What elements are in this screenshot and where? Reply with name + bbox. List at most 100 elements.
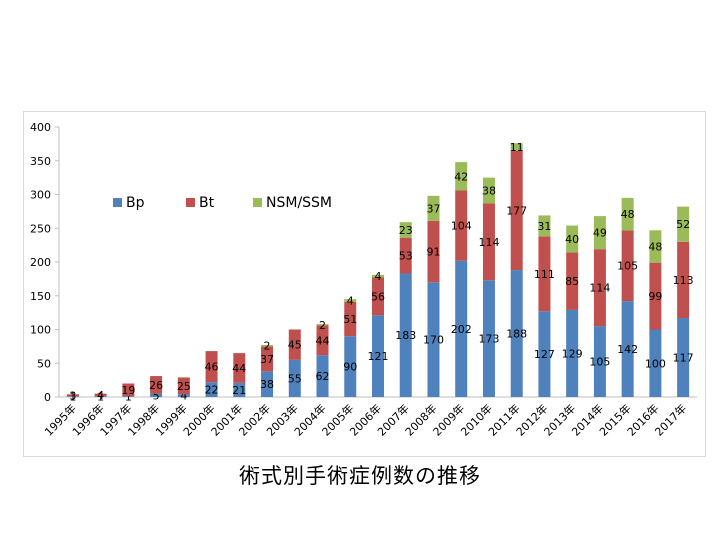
- data-label: 129: [562, 347, 583, 360]
- bar-segment-bp: [538, 311, 551, 397]
- bar-segment-bt: [177, 377, 190, 395]
- data-label: 202: [451, 323, 472, 336]
- bar-segment-bp: [593, 326, 606, 397]
- data-label: 113: [673, 274, 694, 287]
- bar-segment-bt: [66, 394, 79, 397]
- bar-segment-bp: [233, 382, 246, 397]
- data-label: 4: [347, 294, 354, 307]
- bar-segment-nsmssm: [677, 206, 690, 242]
- data-label: 4: [375, 270, 382, 283]
- data-label: 38: [482, 184, 496, 197]
- bar-segment-bp: [566, 309, 579, 397]
- bar-segment-bt: [621, 230, 634, 302]
- bar-segment-bp: [510, 270, 523, 397]
- bar-segment-nsmssm: [261, 345, 274, 347]
- data-label: 105: [589, 356, 610, 369]
- bar-segment-bp: [316, 355, 329, 397]
- data-label: 52: [676, 218, 690, 231]
- chart-frame: 0 50 100 150 200 250 300 350 400 1 3 1995年 1 4 1996年 1 1…: [23, 111, 706, 457]
- data-label: 4: [97, 389, 104, 402]
- data-label: 4: [180, 390, 187, 403]
- bar-segment-bt: [455, 190, 468, 261]
- bar-segment-bt: [649, 262, 662, 330]
- data-label: 2: [264, 340, 271, 353]
- x-category-label: 2017年: [652, 401, 689, 438]
- data-label: 90: [343, 361, 357, 374]
- y-tick-label: 100: [30, 324, 51, 337]
- y-tick-label: 200: [30, 256, 51, 269]
- data-label: 85: [565, 275, 579, 288]
- bar-segment-bt: [150, 376, 163, 394]
- data-label: 183: [395, 329, 416, 342]
- legend-swatch: [113, 198, 122, 207]
- bar-segment-bt: [593, 249, 606, 327]
- bar-segment-bt: [677, 241, 690, 319]
- bar-segment-bt: [94, 393, 107, 397]
- data-label: 1: [69, 391, 76, 404]
- chart-caption: 術式別手術症例数の推移: [239, 464, 481, 488]
- bar-segment-bp: [621, 301, 634, 397]
- data-label: 117: [673, 352, 694, 365]
- data-label: 48: [621, 208, 635, 221]
- data-label: 111: [534, 268, 555, 281]
- data-label: 45: [288, 339, 302, 352]
- y-tick-label: 300: [30, 189, 51, 202]
- legend-swatch: [186, 198, 195, 207]
- bar-segment-nsmssm: [593, 216, 606, 250]
- bar-segment-nsmssm: [510, 143, 523, 151]
- data-label: 177: [506, 204, 527, 217]
- bar-segment-bp: [122, 396, 135, 397]
- y-tick-label: 400: [30, 121, 51, 134]
- data-label: 2: [319, 319, 326, 332]
- data-label: 104: [451, 220, 472, 233]
- bar-segment-bt: [344, 301, 357, 337]
- data-label: 56: [371, 290, 385, 303]
- bar-segment-nsmssm: [316, 324, 329, 326]
- bar-segment-bt: [205, 351, 218, 383]
- bar-segment-bp: [482, 280, 495, 397]
- data-label: 55: [288, 372, 302, 385]
- bar-segment-bp: [261, 371, 274, 397]
- bar-segment-bp: [427, 282, 440, 397]
- bar-segment-nsmssm: [566, 225, 579, 253]
- data-label: 173: [478, 333, 499, 346]
- data-label: 170: [423, 334, 444, 347]
- data-label: 53: [399, 250, 413, 263]
- bar-segment-bt: [122, 383, 135, 397]
- data-label: 188: [506, 328, 527, 341]
- data-label: 142: [617, 343, 638, 356]
- bar-segment-nsmssm: [538, 215, 551, 237]
- data-label: 44: [316, 334, 330, 347]
- bar-segment-bt: [233, 353, 246, 383]
- data-label: 31: [537, 220, 551, 233]
- data-label: 127: [534, 348, 555, 361]
- data-label: 11: [510, 141, 524, 154]
- data-label: 38: [260, 378, 274, 391]
- data-label: 42: [454, 170, 468, 183]
- bar-segment-bt: [261, 346, 274, 372]
- data-label: 99: [648, 290, 662, 303]
- data-label: 40: [565, 233, 579, 246]
- y-tick-label: 50: [37, 357, 51, 370]
- y-tick-label: 150: [30, 290, 51, 303]
- bar-segment-bp: [205, 382, 218, 397]
- y-tick-label: 250: [30, 222, 51, 235]
- stacked-bar-chart: 050100150200250300350400131995年141996年11…: [30, 121, 697, 439]
- data-label: 26: [149, 379, 163, 392]
- data-label: 44: [232, 362, 246, 375]
- data-label: 46: [205, 361, 219, 374]
- bar-segment-bp: [150, 393, 163, 397]
- data-label: 91: [426, 246, 440, 259]
- bar-segment-bp: [288, 359, 301, 397]
- data-label: 1: [97, 391, 104, 404]
- bar-segment-nsmssm: [344, 299, 357, 302]
- data-label: 51: [343, 313, 357, 326]
- bar-segment-nsmssm: [482, 177, 495, 204]
- bar-segment-bt: [566, 252, 579, 310]
- data-label: 1: [125, 391, 132, 404]
- data-label: 37: [260, 353, 274, 366]
- data-label: 23: [399, 224, 413, 237]
- legend-label: Bp: [126, 195, 145, 211]
- data-label: 25: [177, 380, 191, 393]
- bar-segment-bt: [372, 277, 384, 316]
